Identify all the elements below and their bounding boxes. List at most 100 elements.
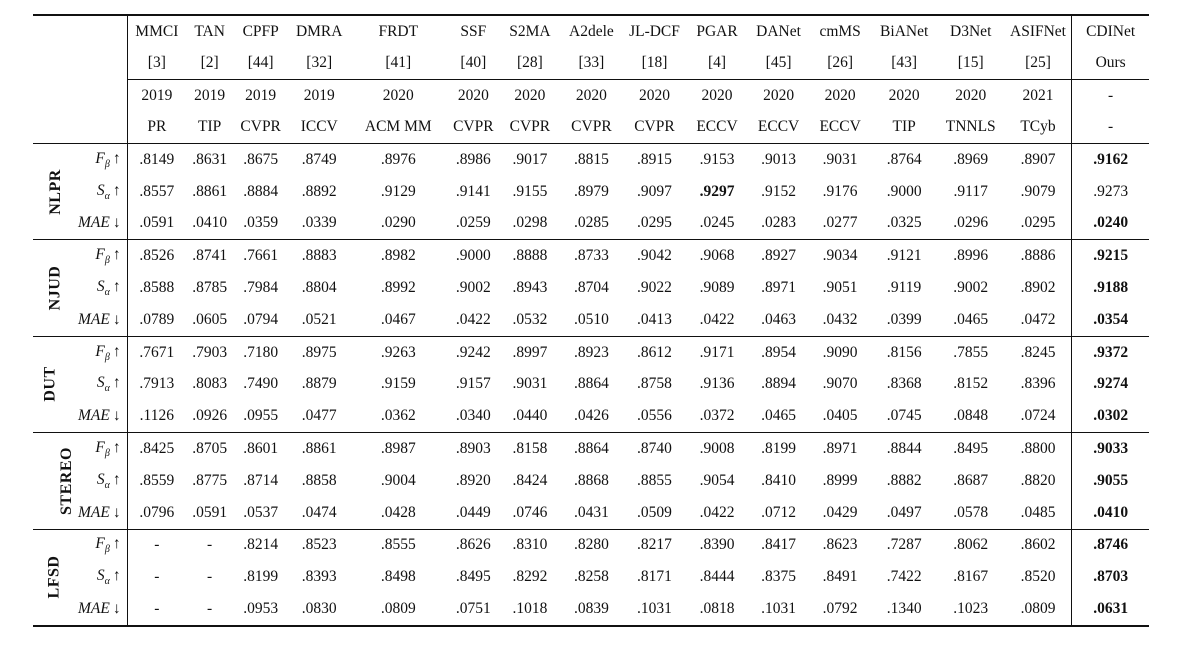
metric-value: .8746 <box>1071 528 1149 562</box>
metric-value: .8815 <box>559 142 624 176</box>
metric-value: .9055 <box>1071 464 1149 497</box>
arrow-up-icon: ↑ <box>112 374 121 392</box>
metric-value: .8992 <box>380 279 416 297</box>
metric-value: .8804 <box>301 279 337 297</box>
metric-value: .0537 <box>243 503 279 521</box>
metric-value: .0283 <box>761 214 796 232</box>
metric-value: .0472 <box>1020 310 1056 328</box>
header-row-year: 2019 2019 2019 2019 2020 2020 2020 2020 2020 2020… <box>33 79 1149 112</box>
metric-value: .9079 <box>1020 182 1056 200</box>
metric-value: .8999 <box>822 471 858 489</box>
method-name: BiANet <box>871 14 937 48</box>
metric-value: .9034 <box>808 239 872 273</box>
metric-value: .8704 <box>573 279 609 297</box>
metric-value: .0429 <box>822 503 858 521</box>
method-ref: [32] <box>306 54 333 72</box>
metric-value: .8785 <box>192 279 228 297</box>
metric-value: .8861 <box>192 182 228 200</box>
metric-value: .0325 <box>886 214 922 232</box>
metric-value: .0302 <box>1071 400 1149 433</box>
metric-value: .8417 <box>748 528 809 562</box>
metric-value: .8393 <box>301 568 337 586</box>
method-name: CPFP <box>233 14 289 48</box>
metric-value: .0285 <box>573 214 609 232</box>
metric-value: .8855 <box>637 471 672 489</box>
method-ref: [18] <box>641 54 668 72</box>
metric-value: .0591 <box>139 214 175 232</box>
metric-value: .0631 <box>1071 593 1149 626</box>
method-name: ASIFNet <box>1004 14 1072 48</box>
metric-value: .9022 <box>637 279 672 297</box>
metric-value: .0245 <box>699 214 735 232</box>
header-corner <box>67 111 128 144</box>
metric-value: .9089 <box>699 279 735 297</box>
metric-value: .8844 <box>871 432 937 465</box>
metric-value: .0796 <box>139 503 175 521</box>
metric-value: .8396 <box>1020 375 1056 393</box>
data-row: LFSD Fβ ↑ - - .8214.8523.8555.8626.8310.8280.… <box>33 528 1149 627</box>
method-ref: [25] <box>1025 54 1051 72</box>
metric-value: .0794 <box>243 310 279 328</box>
metric-value: .8954 <box>748 335 809 369</box>
metric-value: .0467 <box>380 310 416 328</box>
method-ref: [3] <box>147 54 166 72</box>
metric-value: .8864 <box>559 432 624 465</box>
method-name: TAN <box>186 14 234 48</box>
header-row-venue: PR TIP CVPR ICCV ACM MM CVPR CVPR CVPR CVPR ECCV E… <box>33 111 1149 144</box>
metric-value: .8158 <box>500 432 560 465</box>
metric-value: .8971 <box>808 432 872 465</box>
metric-symbol: F <box>95 439 105 457</box>
method-venue: CVPR <box>453 118 494 136</box>
metric-value: .8444 <box>699 568 735 586</box>
metric-value: .9215 <box>1071 239 1149 273</box>
metric-value: .9153 <box>685 142 749 176</box>
method-venue: TIP <box>892 118 916 136</box>
metric-value: .0354 <box>1071 303 1149 337</box>
metric-value: .0298 <box>512 214 548 232</box>
method-year: 2020 <box>748 79 809 112</box>
metric-value: .8526 <box>127 239 187 273</box>
metric-value: .0751 <box>455 600 491 618</box>
metric-label: Sα ↑ <box>67 368 128 401</box>
method-name: SSF <box>446 14 501 48</box>
method-name: cmMS <box>808 14 872 48</box>
method-year: - <box>1071 79 1149 112</box>
metric-value: .9136 <box>699 375 735 393</box>
metric-value: .0410 <box>1071 496 1149 530</box>
metric-value: - <box>127 528 187 562</box>
results-table-body: MMCI TAN CPFP DMRA FRDT SSF S2MA A2dele JL-DCF PG… <box>33 14 1149 627</box>
metric-value: .8858 <box>301 471 337 489</box>
method-venue: ICCV <box>300 118 338 136</box>
metric-value: .9121 <box>871 239 937 273</box>
metric-value: .8902 <box>1020 279 1056 297</box>
metric-value: .8375 <box>761 568 796 586</box>
method-name: JL-DCF <box>623 14 686 48</box>
metric-value: .8498 <box>380 568 416 586</box>
metric-value: .0839 <box>573 600 609 618</box>
metric-value: .0955 <box>243 407 279 425</box>
metric-symbol: MAE <box>77 310 110 328</box>
metric-value: .8555 <box>350 528 447 562</box>
metric-value: .8907 <box>1004 142 1072 176</box>
arrow-down-icon: ↓ <box>112 600 121 618</box>
metric-label: Sα ↑ <box>67 464 128 497</box>
metric-value: .8612 <box>623 335 686 369</box>
metric-value: .8631 <box>186 142 234 176</box>
method-venue: CVPR <box>634 118 675 136</box>
metric-label: Fβ ↑ <box>67 239 128 273</box>
method-ref: [33] <box>578 54 605 72</box>
metric-value: .0399 <box>886 310 922 328</box>
metric-value: .8996 <box>936 239 1005 273</box>
metric-symbol: S <box>96 181 105 199</box>
metric-value: .8884 <box>243 182 279 200</box>
metric-value: .9157 <box>455 375 491 393</box>
metric-value: .9068 <box>685 239 749 273</box>
method-name: DMRA <box>288 14 351 48</box>
metric-value: .9054 <box>699 471 735 489</box>
metric-label: MAE ↓ <box>67 593 128 626</box>
metric-value: .9297 <box>699 182 735 200</box>
arrow-up-icon: ↑ <box>112 149 121 167</box>
method-year: 2020 <box>871 79 937 112</box>
method-venue: PR <box>147 118 167 136</box>
metric-value: .8879 <box>301 375 337 393</box>
